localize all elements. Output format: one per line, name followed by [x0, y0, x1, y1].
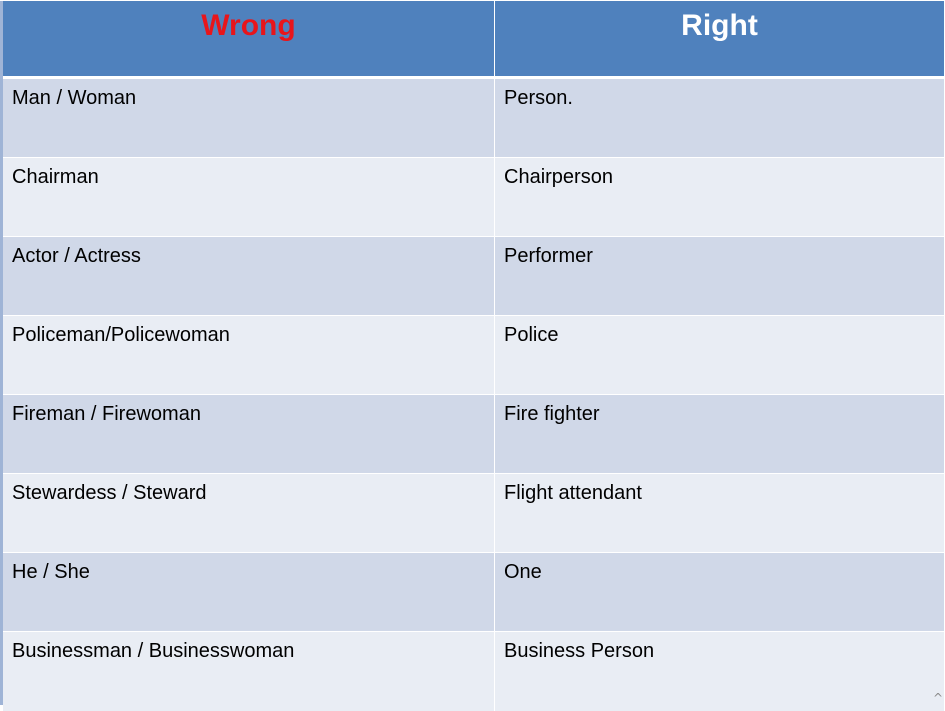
table-row: Man / Woman Person. — [3, 79, 944, 158]
right-term-cell: Fire fighter — [495, 395, 944, 473]
right-term-cell: Performer — [495, 237, 944, 315]
table-row: Actor / Actress Performer — [3, 237, 944, 316]
comparison-table: Wrong Right Man / Woman Person. Chairman… — [3, 1, 944, 711]
table-row: Businessman / Businesswoman Business Per… — [3, 632, 944, 711]
header-wrong: Wrong — [3, 1, 495, 76]
table-row: Fireman / Firewoman Fire fighter — [3, 395, 944, 474]
right-term-cell: Person. — [495, 79, 944, 157]
table-row: Chairman Chairperson — [3, 158, 944, 237]
wrong-term-cell: Chairman — [3, 158, 495, 236]
right-term-cell: Business Person — [495, 632, 944, 711]
right-term-cell: Flight attendant — [495, 474, 944, 552]
right-term-cell: One — [495, 553, 944, 631]
table-row: He / She One — [3, 553, 944, 632]
table-row: Policeman/Policewoman Police — [3, 316, 944, 395]
wrong-term-cell: Fireman / Firewoman — [3, 395, 495, 473]
wrong-term-cell: Policeman/Policewoman — [3, 316, 495, 394]
table-row: Stewardess / Steward Flight attendant — [3, 474, 944, 553]
wrong-term-cell: Man / Woman — [3, 79, 495, 157]
header-right: Right — [495, 1, 944, 76]
wrong-term-cell: Stewardess / Steward — [3, 474, 495, 552]
right-term-cell: Chairperson — [495, 158, 944, 236]
wrong-term-cell: He / She — [3, 553, 495, 631]
right-term-cell: Police — [495, 316, 944, 394]
table-header-row: Wrong Right — [3, 1, 944, 79]
wrong-term-cell: Actor / Actress — [3, 237, 495, 315]
wrong-term-cell: Businessman / Businesswoman — [3, 632, 495, 711]
caret-up-icon: ^ — [933, 691, 943, 705]
